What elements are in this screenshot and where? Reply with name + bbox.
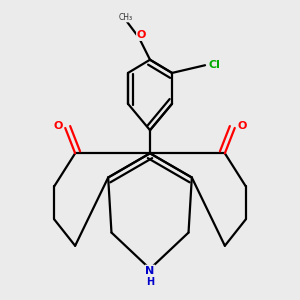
Text: CH₃: CH₃ [119,13,133,22]
Text: O: O [237,121,247,131]
Text: N: N [146,266,154,275]
Text: O: O [137,30,146,40]
Text: H: H [146,277,154,287]
Text: Cl: Cl [208,60,220,70]
Text: O: O [53,121,63,131]
